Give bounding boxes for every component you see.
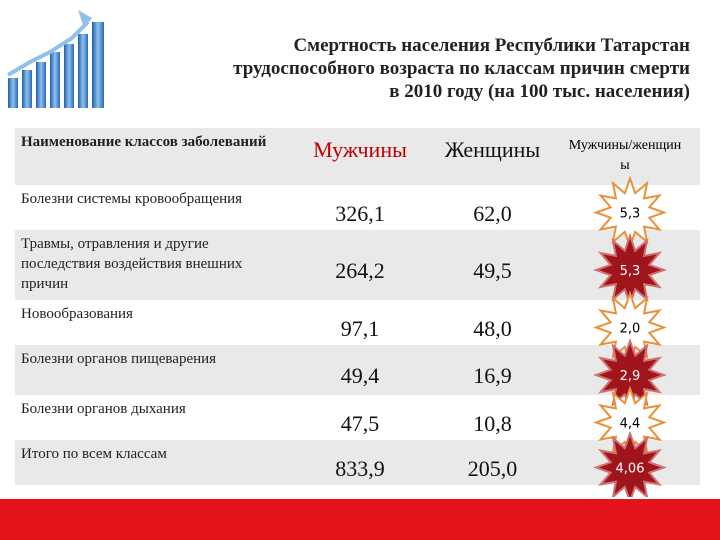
title-line: в 2010 году (на 100 тыс. населения) <box>389 81 690 102</box>
men-value: 97,1 <box>340 315 380 341</box>
title-line: трудоспособного возраста по классам прич… <box>233 58 690 79</box>
men-value: 47,5 <box>340 410 380 436</box>
row-label: Болезни системы кровообращения <box>21 191 243 207</box>
women-value: 10,8 <box>473 410 512 436</box>
ratio-value: 5,3 <box>620 264 641 279</box>
row-label: Итого по всем классам <box>21 446 167 462</box>
row-background <box>15 230 700 300</box>
row-label: Болезни органов дыхания <box>21 401 186 417</box>
men-value: 833,9 <box>335 455 385 481</box>
row-label: Травмы, отравления и другие последствия … <box>21 236 243 292</box>
ratio-value: 5,3 <box>620 207 641 222</box>
column-header: Наименование классов заболеваний <box>21 134 267 150</box>
ratio-value: 4,06 <box>616 462 645 477</box>
title-line: Смертность населения Республики Татарста… <box>293 35 690 56</box>
row-background <box>15 345 700 395</box>
ratio-value: 4,4 <box>620 417 641 432</box>
men-value: 326,1 <box>335 200 385 226</box>
ratio-value: 2,0 <box>620 322 641 337</box>
women-value: 49,5 <box>473 258 512 283</box>
row-background <box>15 128 700 185</box>
chart-icon <box>6 10 104 108</box>
row-background <box>15 395 700 440</box>
women-value: 205,0 <box>467 455 518 481</box>
row-background <box>15 300 700 345</box>
women-value: 48,0 <box>473 315 512 341</box>
women-value: 16,9 <box>473 363 512 388</box>
footer-bar <box>0 497 720 540</box>
men-value: 49,4 <box>340 363 380 388</box>
row-label: Болезни органов пищеварения <box>21 351 217 367</box>
ratio-value: 2,9 <box>620 369 641 384</box>
column-header: Мужчины/женщины <box>568 138 682 173</box>
row-background <box>15 440 700 485</box>
column-header: Женщины <box>444 137 541 162</box>
row-label: Новообразования <box>21 306 133 322</box>
women-value: 62,0 <box>473 200 512 226</box>
column-header: Мужчины <box>313 137 407 162</box>
men-value: 264,2 <box>335 258 385 283</box>
title: Смертность населения Республики Татарста… <box>130 34 690 103</box>
row-background <box>15 185 700 230</box>
